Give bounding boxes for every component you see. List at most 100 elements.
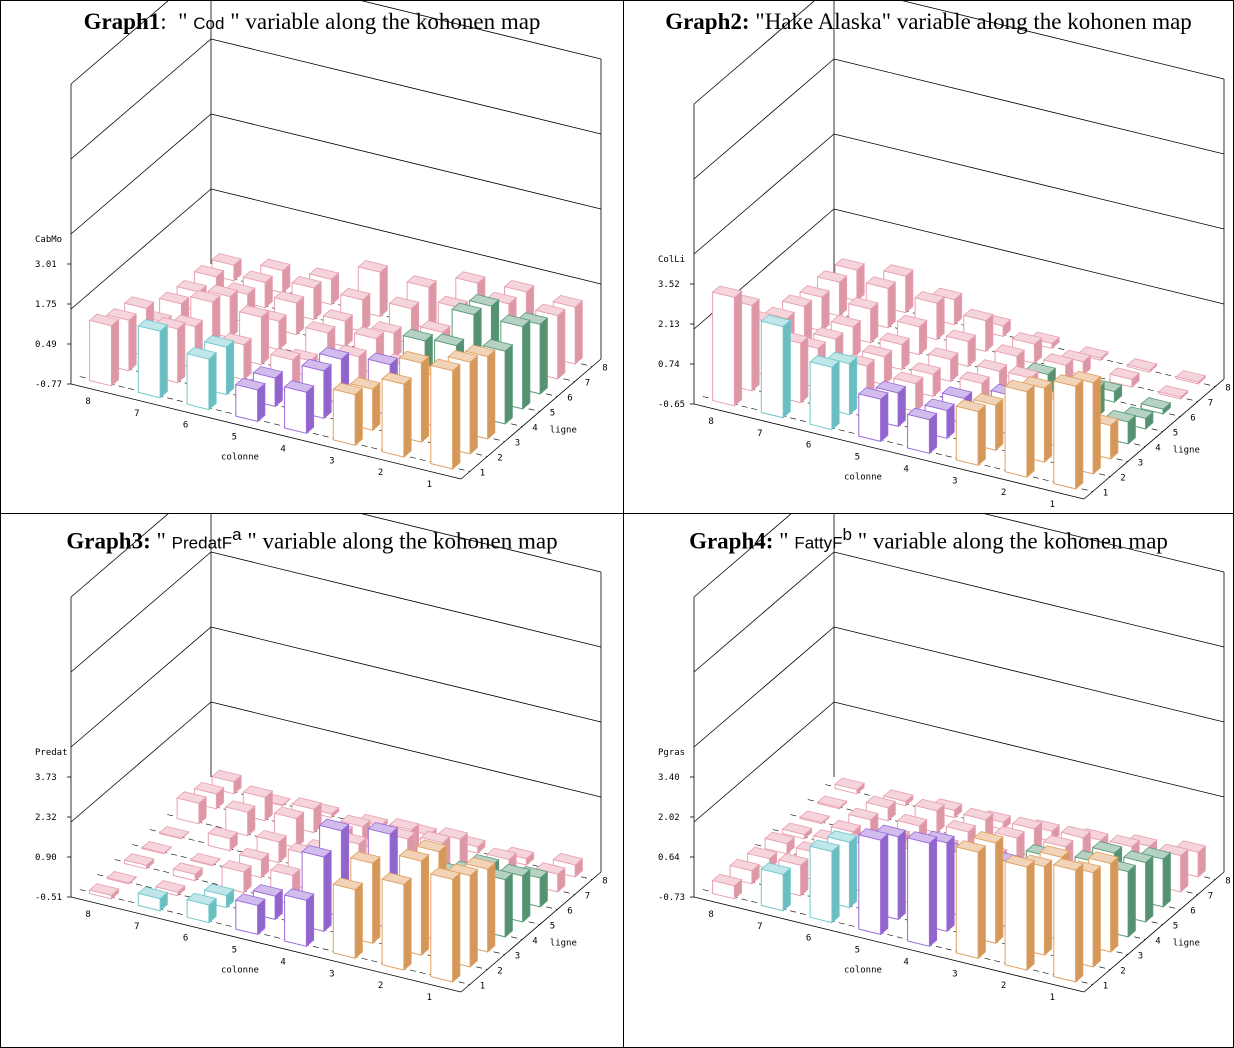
bar-front-face (858, 834, 882, 936)
ligne-tick-label: 8 (1225, 384, 1230, 394)
bar-top-face (857, 828, 889, 841)
bar-front-face (186, 352, 210, 411)
bar-top-face (402, 328, 434, 342)
bar-side-face (782, 867, 791, 912)
bar-top-face (388, 818, 420, 831)
colonne-tick-label: 3 (952, 476, 957, 486)
variable-superscript: a (232, 525, 242, 544)
bar-top-face (1122, 406, 1154, 419)
bar-top-face (176, 791, 208, 804)
z-tick-label: 3.01 (35, 260, 57, 270)
bar-side-face (208, 351, 217, 411)
bar-front-face (907, 413, 930, 454)
bar-l1-c4 (283, 380, 315, 435)
ligne-tick-label: 8 (602, 364, 607, 374)
bar-l6-c7 (224, 800, 256, 837)
bar-top-face (1004, 379, 1036, 393)
bar-top-face (906, 407, 938, 421)
ligne-tick-label: 5 (1173, 922, 1178, 932)
bar-side-face (1092, 375, 1101, 475)
colonne-tick-label: 8 (708, 417, 713, 427)
colonne-tick-label: 5 (232, 433, 237, 443)
bar-side-face (821, 290, 830, 332)
bar-top-face (451, 302, 483, 316)
bar-top-face (193, 781, 225, 795)
colonne-tick-label: 6 (806, 934, 811, 944)
bar-top-face (106, 308, 138, 321)
bar-side-face (1162, 851, 1171, 908)
wall-gridline (693, 514, 792, 598)
bar-top-face (429, 358, 461, 372)
bar-top-face (711, 285, 743, 298)
bar-l1-c6 (809, 355, 841, 431)
ligne-tick-label: 7 (1208, 892, 1213, 902)
wall-gridline (210, 113, 602, 210)
bar-l1-c8 (88, 313, 120, 387)
bar-l4-c8 (141, 841, 173, 855)
bar-top-face (1122, 850, 1154, 863)
colonne-tick-label: 6 (183, 421, 188, 431)
bar-top-face (301, 845, 333, 858)
colonne-axis-label: colonne (844, 966, 882, 976)
bar-top-face (322, 309, 354, 322)
bar-top-face (433, 333, 465, 347)
bar-top-face (211, 769, 243, 783)
bar-l8-c8 (834, 777, 866, 795)
colonne-axis-label: colonne (221, 453, 259, 463)
bar-l2-c4 (301, 845, 333, 933)
z-tick-label: 0.49 (35, 340, 57, 350)
ligne-tick-label: 7 (585, 379, 590, 389)
bar-side-face (574, 299, 583, 365)
chart-frame (693, 514, 1225, 897)
bar-side-face (504, 872, 513, 938)
bar-l3-c6 (221, 860, 253, 894)
bar-top-face (955, 840, 987, 853)
bar-side-face (305, 893, 315, 948)
variable-name: PredatF (171, 533, 233, 553)
bar-top-face (367, 822, 399, 835)
bar-top-face (172, 314, 204, 328)
bar-top-face (1011, 332, 1043, 345)
bar-top-face (291, 275, 323, 289)
bars (88, 769, 584, 983)
bar-top-face (972, 393, 1004, 406)
bar-top-face (367, 352, 399, 366)
graph-title: Graph1: " Cod " variable along the kohon… (1, 7, 623, 39)
bar-top-face (242, 270, 274, 283)
bar-side-face (504, 344, 513, 425)
ligne-axis: 1 2 3 4 5 6 7 8 ligne (480, 364, 608, 479)
z-axis-label: CabMo (35, 235, 62, 245)
bar-top-face (416, 839, 448, 853)
ligne-axis-label: ligne (550, 939, 577, 949)
bar3d-chart: 3.40 2.02 0.64 -0.73 Pgras 1 2 3 4 5 6 7 8 colonne 1 2 3… (658, 514, 1231, 1003)
graph-number: Graph1 (83, 9, 161, 34)
wall-gridline (70, 551, 212, 673)
colonne-tick-label: 7 (757, 429, 762, 439)
bar-top-face (1029, 331, 1061, 344)
bar-top-face (1052, 858, 1084, 871)
ligne-tick-label: 2 (497, 454, 502, 464)
bar-side-face (1145, 855, 1154, 923)
bar-side-face (403, 877, 412, 971)
bar-side-face (487, 349, 496, 440)
bar-side-face (469, 868, 478, 968)
variable-name: Hake Alaska (764, 9, 882, 34)
bar-side-face (354, 882, 363, 960)
bar-top-face (371, 321, 403, 334)
wall-gridline (70, 113, 212, 235)
bar-l1-c8 (711, 873, 743, 900)
bar-top-face (830, 819, 862, 833)
bar-l1-c8 (88, 883, 120, 900)
bar-top-face (799, 285, 831, 298)
bar-top-face (269, 863, 301, 876)
colonne-tick-label: 3 (952, 969, 957, 979)
ligne-tick-label: 5 (1173, 429, 1178, 439)
title-suffix: " variable along the kohonen map (851, 528, 1168, 554)
title-quote-open: " (773, 528, 795, 554)
wall-gridline (833, 626, 1225, 723)
ligne-tick-label: 3 (1138, 459, 1143, 469)
ligne-axis-label: ligne (1173, 939, 1200, 949)
wall-gridline (693, 58, 835, 180)
colonne-tick-label: 8 (85, 910, 90, 920)
bar-l1-c4 (906, 407, 938, 455)
